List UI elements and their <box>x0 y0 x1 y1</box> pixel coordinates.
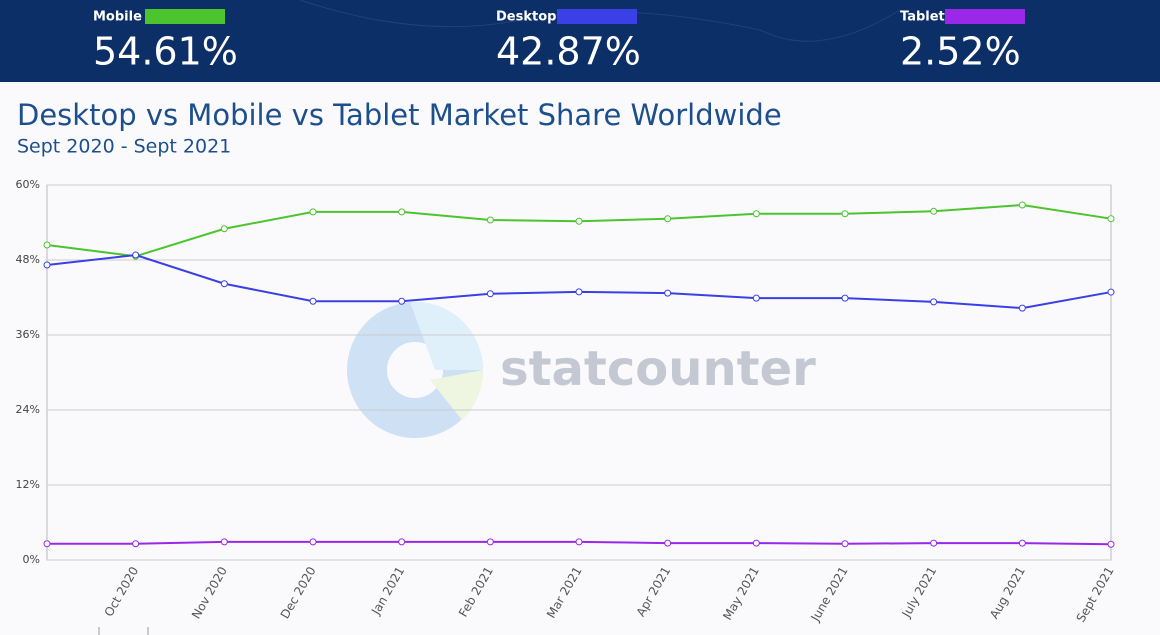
data-point <box>486 538 494 546</box>
data-point <box>398 538 406 546</box>
data-point <box>398 208 406 216</box>
data-point <box>664 539 672 547</box>
chart-subtitle: Sept 2020 - Sept 2021 <box>17 136 231 158</box>
share-value: 42.87% <box>496 30 641 74</box>
legend-label: Tablet <box>900 10 945 25</box>
y-tick-label: 48% <box>16 253 40 266</box>
data-point <box>220 538 228 546</box>
legend-swatch <box>557 9 637 24</box>
data-point <box>1107 540 1115 548</box>
data-point <box>43 261 51 269</box>
data-point <box>132 251 140 259</box>
data-point <box>575 217 583 225</box>
share-value: 2.52% <box>900 30 1021 74</box>
watermark: statcounter <box>500 341 816 397</box>
legend-label: Mobile <box>93 10 142 25</box>
data-point <box>1018 201 1026 209</box>
data-point <box>1107 288 1115 296</box>
y-tick-label: 24% <box>16 403 40 416</box>
data-point <box>1018 539 1026 547</box>
legend-label: Desktop <box>496 10 556 25</box>
data-point <box>309 538 317 546</box>
data-point <box>398 297 406 305</box>
data-point <box>930 298 938 306</box>
data-point <box>43 540 51 548</box>
data-point <box>486 216 494 224</box>
data-point <box>486 290 494 298</box>
data-point <box>1018 304 1026 312</box>
data-point <box>220 280 228 288</box>
data-point <box>752 539 760 547</box>
y-tick-label: 12% <box>16 478 40 491</box>
data-point <box>575 538 583 546</box>
data-point <box>930 207 938 215</box>
data-point <box>752 210 760 218</box>
y-tick-label: 36% <box>16 328 40 341</box>
legend-swatch <box>145 9 225 24</box>
data-point <box>575 288 583 296</box>
data-point <box>841 294 849 302</box>
data-point <box>930 539 938 547</box>
data-point <box>132 540 140 548</box>
y-tick-label: 60% <box>16 178 40 191</box>
data-point <box>1107 215 1115 223</box>
data-point <box>43 241 51 249</box>
data-point <box>664 289 672 297</box>
watermark-logo <box>347 301 484 438</box>
share-value: 54.61% <box>93 30 238 74</box>
data-point <box>752 294 760 302</box>
data-point <box>841 540 849 548</box>
data-point <box>664 215 672 223</box>
data-point <box>309 208 317 216</box>
legend-swatch <box>945 9 1025 24</box>
data-point <box>309 297 317 305</box>
chart-title: Desktop vs Mobile vs Tablet Market Share… <box>17 98 782 132</box>
data-point <box>220 225 228 233</box>
y-tick-label: 0% <box>23 553 40 566</box>
data-point <box>841 210 849 218</box>
